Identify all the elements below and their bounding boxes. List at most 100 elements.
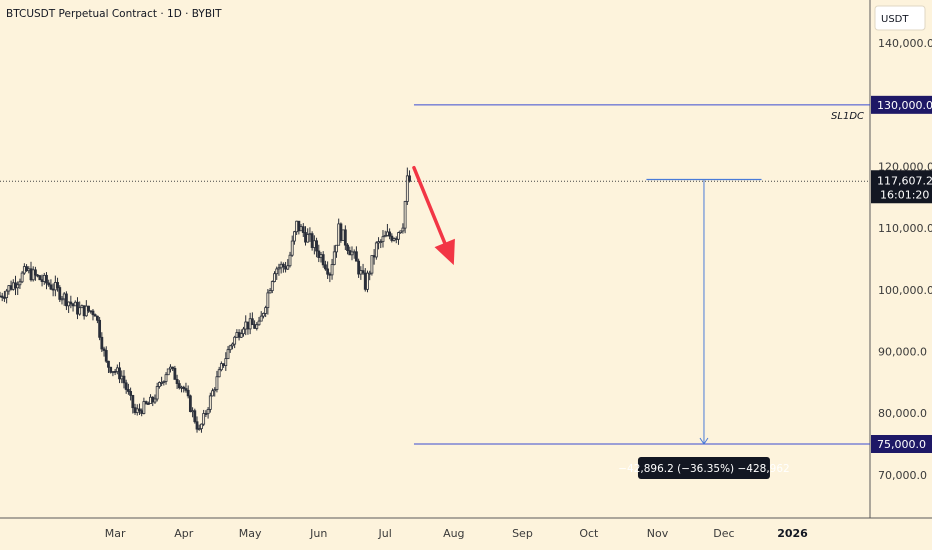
currency-label: USDT (881, 14, 909, 25)
candle (306, 228, 310, 243)
candle-body (293, 231, 296, 242)
candle (0, 292, 4, 302)
candle (175, 374, 179, 389)
candle-body (315, 240, 318, 252)
candle-body (222, 363, 225, 366)
candle-body (177, 383, 181, 389)
candle-body (36, 274, 40, 277)
candle (332, 245, 336, 266)
candle-body (343, 229, 347, 246)
candle-body (144, 401, 148, 404)
candle-body (397, 232, 400, 240)
candle-body (388, 231, 392, 237)
candle (200, 423, 203, 433)
candle-body (126, 389, 130, 392)
candle-body (352, 251, 356, 254)
candle-body (321, 254, 325, 266)
candle-body (89, 310, 93, 313)
candle-body (100, 336, 104, 350)
candle-body (25, 266, 28, 272)
candle-body (42, 274, 46, 282)
candle (335, 244, 338, 258)
price-tick-label: 110,000.0 (878, 222, 932, 235)
candle-body (273, 273, 276, 282)
candle (177, 380, 181, 390)
candle-body (237, 332, 241, 338)
candle-body (149, 396, 152, 405)
candle-body (162, 381, 166, 383)
candle-body (93, 314, 97, 317)
candle (330, 258, 334, 280)
candle-body (38, 275, 42, 281)
candle (142, 397, 146, 415)
candle (109, 366, 113, 374)
candle (355, 246, 358, 262)
candle-body (169, 366, 172, 370)
candle-body (281, 263, 285, 268)
candle-body (118, 367, 121, 380)
candle (155, 382, 159, 402)
candle-body (377, 241, 380, 244)
candle (242, 326, 245, 337)
candle-body (374, 242, 378, 258)
candle-body (368, 272, 372, 275)
candle-body (211, 390, 214, 397)
candle (171, 366, 175, 371)
candle-body (215, 376, 219, 390)
candle-body (3, 296, 6, 299)
candle-body (233, 336, 237, 345)
candle-body (180, 386, 183, 389)
candle-body (381, 236, 385, 242)
price-tick-label: 100,000.0 (878, 284, 932, 297)
candle-body (312, 240, 316, 248)
candle-body (131, 394, 135, 409)
candle-body (355, 251, 358, 262)
candle-body (47, 282, 51, 286)
candle (18, 278, 22, 289)
candle (118, 362, 121, 384)
candle (193, 408, 197, 424)
candle-body (217, 369, 221, 378)
candle (262, 312, 265, 319)
candle-body (188, 395, 192, 412)
candle-body (288, 254, 292, 267)
candle (100, 332, 104, 353)
candle-body (129, 391, 133, 396)
candle (324, 260, 327, 271)
candle-body (335, 244, 338, 253)
candle (301, 223, 305, 237)
candle-body (319, 254, 323, 258)
current-price-label: 117,607.2 (877, 174, 932, 187)
candle (350, 246, 354, 261)
candle-body (231, 343, 234, 347)
candle (224, 352, 228, 371)
candle (281, 262, 285, 273)
price-axis[interactable]: 140,000.0 120,000.0 110,000.0 100,000.0 90,0… (878, 37, 932, 482)
candle-body (401, 227, 405, 232)
candle-body (109, 366, 113, 373)
candle (341, 229, 345, 241)
time-axis[interactable]: Mar Apr May Jun Jul Aug Sep Oct Nov Dec 2026 (105, 527, 808, 540)
candle-body (204, 413, 208, 415)
candle-body (295, 220, 299, 233)
candle-body (60, 298, 64, 301)
candle-body (53, 282, 57, 291)
candle-body (399, 230, 403, 234)
candle-body (341, 229, 345, 241)
candle-body (182, 386, 186, 389)
candle (197, 424, 201, 431)
candle (379, 239, 383, 249)
candle-body (18, 281, 22, 286)
time-tick-label: Jul (378, 527, 392, 540)
candle-body (98, 319, 102, 338)
candle-body (301, 226, 305, 233)
candle (124, 379, 128, 394)
currency-button[interactable] (874, 5, 926, 31)
candle-body (304, 232, 307, 243)
candle (56, 277, 59, 292)
candle (182, 385, 186, 393)
candle (65, 291, 68, 311)
candle-body (0, 295, 4, 298)
candle-body (306, 234, 310, 243)
